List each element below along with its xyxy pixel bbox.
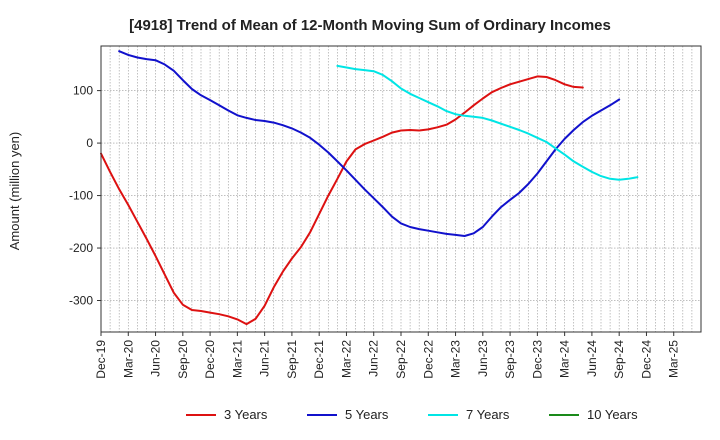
x-tick-label: Sep-21	[285, 340, 299, 379]
x-tick-label: Mar-24	[558, 340, 572, 378]
grid	[101, 46, 701, 332]
y-tick-label: 100	[73, 84, 93, 98]
x-tick-label: Jun-24	[585, 340, 599, 377]
x-tick-label: Sep-24	[612, 340, 626, 379]
x-tick-label: Mar-23	[449, 340, 463, 378]
x-tick-label: Sep-20	[176, 340, 190, 379]
series-line-5-years	[118, 50, 621, 237]
x-tick-label: Dec-22	[421, 340, 435, 379]
series-lines	[100, 50, 639, 326]
x-tick-label: Dec-23	[530, 340, 544, 379]
legend-label: 5 Years	[345, 407, 389, 422]
x-axis-ticks: Dec-19 Mar-20 Jun-20 Sep-20 Dec-20 Mar-21 Jun-…	[94, 332, 681, 379]
legend-label: 7 Years	[466, 407, 510, 422]
x-tick-label: Mar-25	[667, 340, 681, 378]
x-tick-label: Dec-20	[203, 340, 217, 379]
x-tick-label: Jun-22	[367, 340, 381, 377]
x-tick-label: Dec-21	[312, 340, 326, 379]
x-tick-label: Jun-23	[476, 340, 490, 377]
chart-title: [4918] Trend of Mean of 12-Month Moving …	[129, 17, 611, 34]
legend-label: 3 Years	[224, 407, 268, 422]
y-tick-label: -200	[69, 241, 93, 255]
x-tick-label: Jun-21	[258, 340, 272, 377]
x-tick-label: Mar-22	[339, 340, 353, 378]
legend-label: 10 Years	[587, 407, 638, 422]
y-tick-label: -300	[69, 294, 93, 308]
x-tick-label: Mar-20	[121, 340, 135, 378]
x-tick-label: Mar-21	[230, 340, 244, 378]
y-axis-ticks: 100 0 -100 -200 -300	[69, 84, 101, 308]
x-tick-label: Dec-19	[94, 340, 108, 379]
series-line-3-years	[100, 75, 584, 326]
x-tick-label: Sep-22	[394, 340, 408, 379]
y-tick-label: -100	[69, 189, 93, 203]
x-tick-label: Jun-20	[149, 340, 163, 377]
legend: 3 Years 5 Years 7 Years 10 Years	[186, 407, 638, 422]
x-tick-label: Sep-23	[503, 340, 517, 379]
y-axis-label: Amount (million yen)	[7, 132, 22, 251]
series-line-7-years	[336, 64, 639, 181]
x-tick-label: Dec-24	[639, 340, 653, 379]
y-tick-label: 0	[86, 136, 93, 150]
